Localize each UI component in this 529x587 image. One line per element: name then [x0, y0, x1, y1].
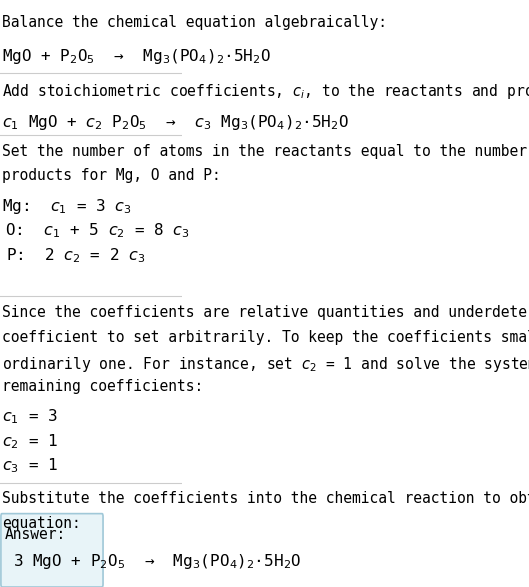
Text: MgO + P$_2$O$_5$  →  Mg$_3$(PO$_4$)$_2$·5H$_2$O: MgO + P$_2$O$_5$ → Mg$_3$(PO$_4$)$_2$·5H… [2, 47, 271, 66]
Text: $c_3$ = 1: $c_3$ = 1 [2, 457, 58, 475]
Text: Answer:: Answer: [5, 527, 66, 542]
FancyBboxPatch shape [1, 514, 103, 587]
Text: Add stoichiometric coefficients, $c_i$, to the reactants and products:: Add stoichiometric coefficients, $c_i$, … [2, 82, 529, 101]
Text: remaining coefficients:: remaining coefficients: [2, 379, 203, 394]
Text: equation:: equation: [2, 516, 80, 531]
Text: Set the number of atoms in the reactants equal to the number of atoms in the: Set the number of atoms in the reactants… [2, 144, 529, 159]
Text: ordinarily one. For instance, set $c_2$ = 1 and solve the system of equations fo: ordinarily one. For instance, set $c_2$ … [2, 355, 529, 373]
Text: 3 MgO + P$_2$O$_5$  →  Mg$_3$(PO$_4$)$_2$·5H$_2$O: 3 MgO + P$_2$O$_5$ → Mg$_3$(PO$_4$)$_2$·… [13, 552, 301, 571]
Text: $c_2$ = 1: $c_2$ = 1 [2, 432, 58, 451]
Text: products for Mg, O and P:: products for Mg, O and P: [2, 168, 221, 184]
Text: Mg:  $c_1$ = 3 $c_3$: Mg: $c_1$ = 3 $c_3$ [2, 197, 131, 215]
Text: $c_1$ = 3: $c_1$ = 3 [2, 407, 58, 426]
Text: O:  $c_1$ + 5 $c_2$ = 8 $c_3$: O: $c_1$ + 5 $c_2$ = 8 $c_3$ [5, 221, 189, 240]
Text: Balance the chemical equation algebraically:: Balance the chemical equation algebraica… [2, 15, 387, 30]
Text: coefficient to set arbitrarily. To keep the coefficients small, the arbitrary va: coefficient to set arbitrarily. To keep … [2, 330, 529, 345]
Text: Substitute the coefficients into the chemical reaction to obtain the balanced: Substitute the coefficients into the che… [2, 491, 529, 507]
Text: $c_1$ MgO + $c_2$ P$_2$O$_5$  →  $c_3$ Mg$_3$(PO$_4$)$_2$·5H$_2$O: $c_1$ MgO + $c_2$ P$_2$O$_5$ → $c_3$ Mg$… [2, 113, 349, 131]
Text: P:  2 $c_2$ = 2 $c_3$: P: 2 $c_2$ = 2 $c_3$ [6, 246, 145, 265]
Text: Since the coefficients are relative quantities and underdetermined, choose a: Since the coefficients are relative quan… [2, 305, 529, 321]
